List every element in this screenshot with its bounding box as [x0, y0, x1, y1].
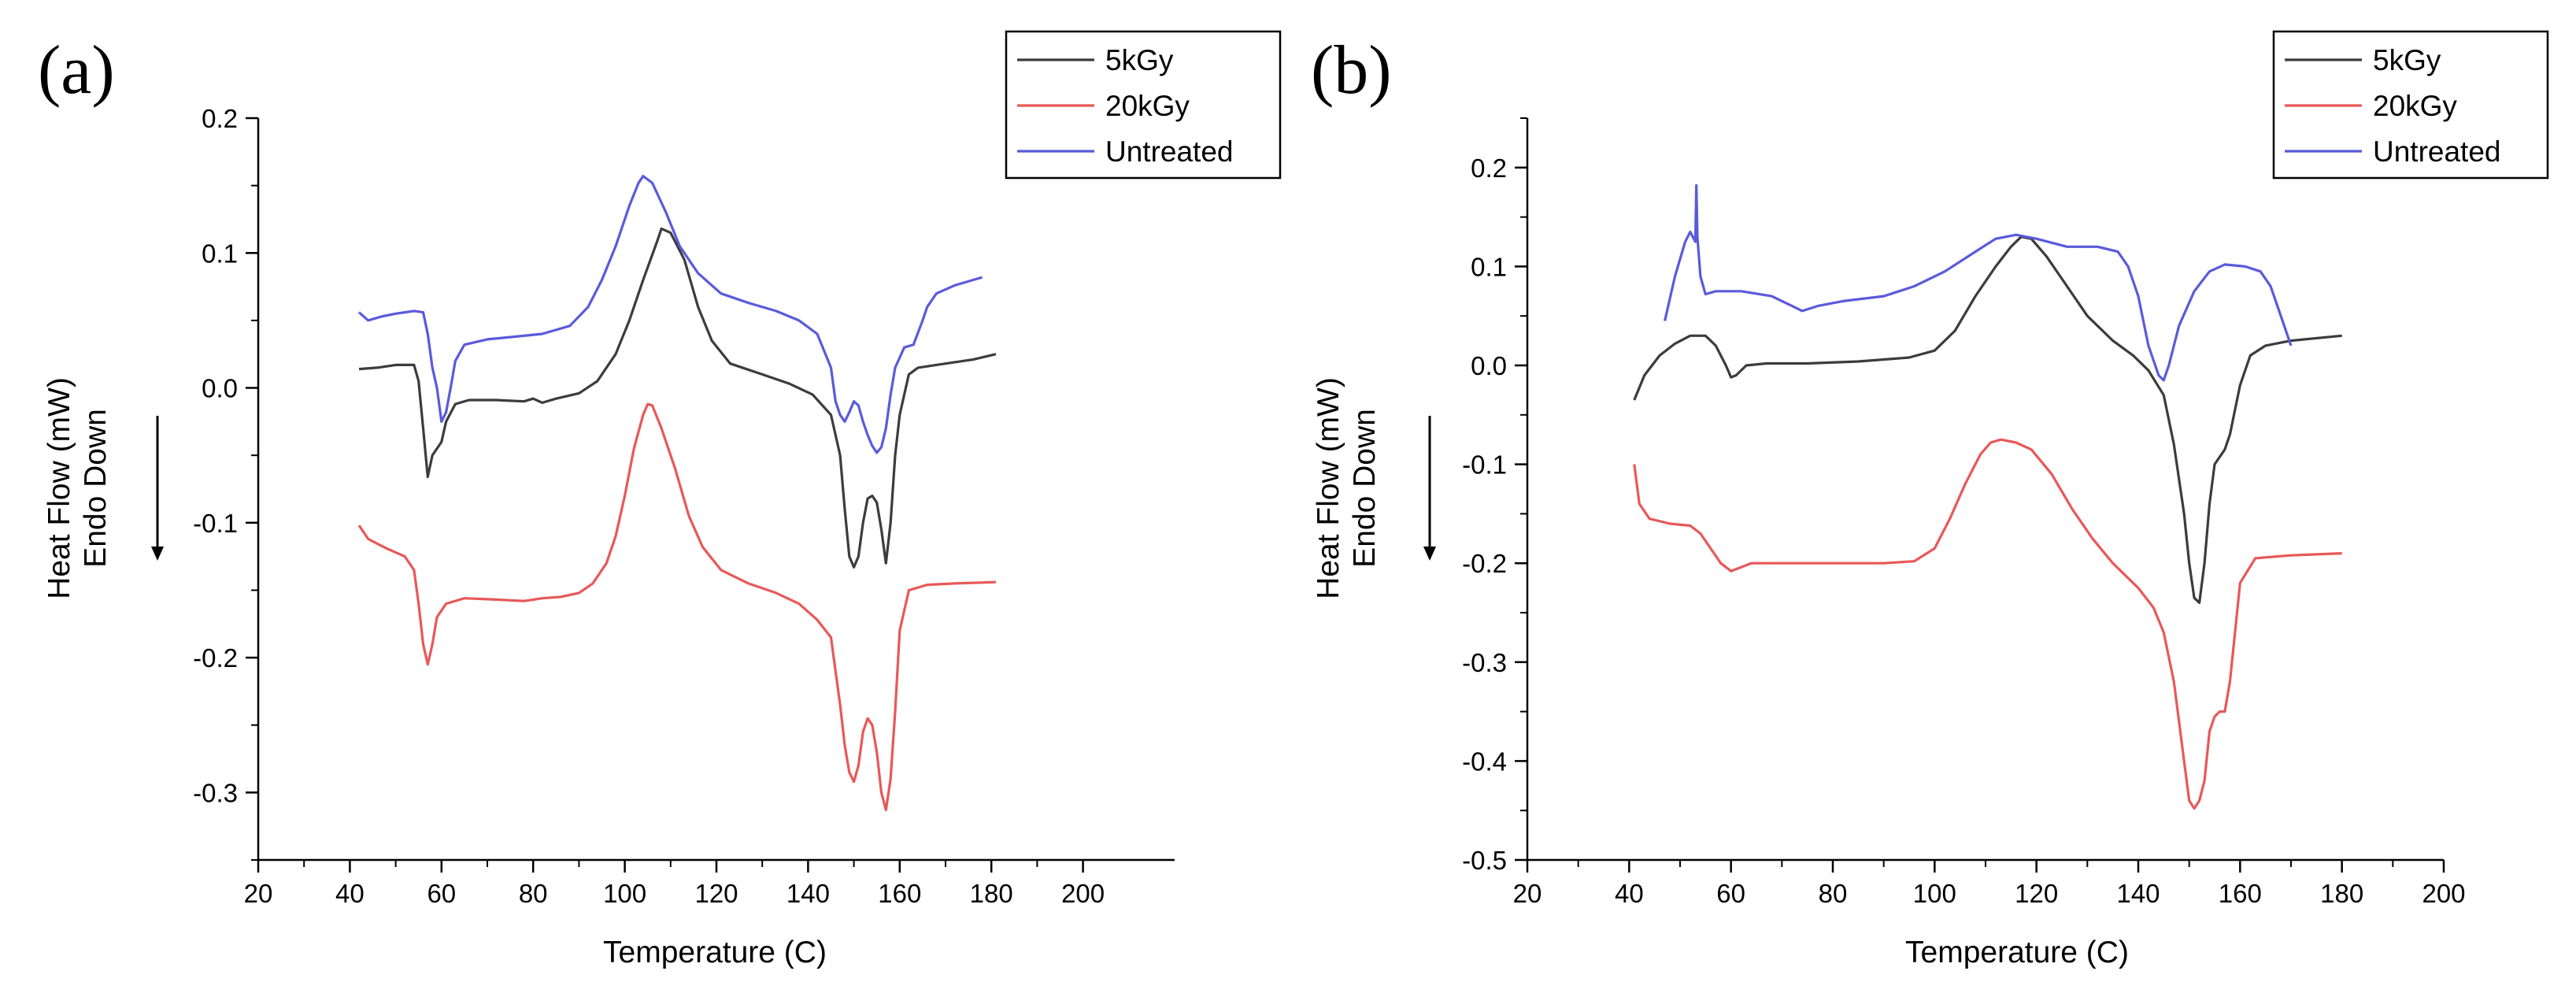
panel-a-series-line-untreated	[357, 175, 983, 454]
panel-b-legend-entry: 5kGy	[2373, 44, 2441, 76]
panel-b-endo-arrow	[1423, 416, 1436, 561]
panel-b-legend-entry: Untreated	[2373, 135, 2501, 168]
panel-a-y-tick-label: 0.1	[202, 239, 238, 268]
panel-b-plot: 20 40 60 80 100 120 140 160 180 200 -0.5 -0.4 -0.3 -0…	[1462, 30, 2549, 908]
panel-b-y-tick-label: -0.5	[1462, 846, 1507, 875]
panel-b-xlabel: Temperature (C)	[1905, 936, 2129, 969]
panel-a-x-tick-label: 80	[519, 879, 548, 908]
panel-a-x-tick-label: 120	[694, 879, 738, 908]
panel-b-x-tick-label: 80	[1819, 879, 1848, 908]
panel-a: (a) Heat Flow (mW) Endo Down 20 40 60 80 100…	[38, 30, 1282, 969]
panel-a-series-line-5kgy	[358, 227, 997, 569]
panel-a-ylabel-line1: Heat Flow (mW)	[43, 377, 76, 599]
panel-b-y-tick-label: -0.3	[1462, 648, 1507, 677]
panel-b-x-tick-label: 20	[1513, 879, 1542, 908]
panel-b-y-tick-label: -0.4	[1462, 747, 1507, 776]
panel-a-plot: 20 40 60 80 100 120 140 160 180 200 -0.3 -0.2 -0.1 0.…	[193, 30, 1282, 908]
panel-a-legend-entry: Untreated	[1105, 135, 1234, 168]
panel-b-x-tick-label: 40	[1615, 879, 1644, 908]
panel-a-x-tick-label: 180	[970, 879, 1013, 908]
panel-b: (b) Heat Flow (mW) Endo Down 20 40 60 80 100…	[1311, 30, 2549, 969]
panel-a-legend-entry: 20kGy	[1105, 90, 1190, 122]
panel-b-x-tick-label: 200	[2422, 879, 2465, 908]
panel-b-label: (b)	[1311, 32, 1392, 109]
panel-b-x-tick-label: 160	[2219, 879, 2262, 908]
panel-b-ylabel: Heat Flow (mW) Endo Down	[1312, 377, 1382, 599]
panel-a-label: (a)	[38, 32, 115, 109]
panel-a-x-tick-label: 60	[427, 879, 456, 908]
panel-b-x-tick-label: 180	[2320, 879, 2363, 908]
panel-b-x-tick-label: 60	[1716, 879, 1745, 908]
panel-a-x-tick-label: 140	[786, 879, 830, 908]
panel-a-x-tick-label: 100	[603, 879, 646, 908]
panel-a-x-tick-label: 200	[1061, 879, 1105, 908]
panel-b-x-tick-label: 120	[2015, 879, 2058, 908]
panel-b-y-tick-label: 0.2	[1471, 154, 1507, 183]
panel-b-legend: 5kGy 20kGy Untreated	[2272, 30, 2549, 180]
panel-a-y-tick-label: 0.0	[202, 374, 238, 403]
panel-a-ylabel: Heat Flow (mW) Endo Down	[43, 377, 113, 599]
panel-b-series-line-5kgy	[1633, 235, 2342, 604]
panel-b-y-tick-label: 0.1	[1471, 252, 1507, 281]
panel-b-legend-entry: 20kGy	[2373, 90, 2457, 122]
panel-b-ylabel-line2: Endo Down	[1348, 409, 1382, 568]
panel-b-ylabel-line1: Heat Flow (mW)	[1312, 377, 1345, 599]
panel-b-y-tick-label: -0.2	[1462, 549, 1507, 578]
panel-b-x-tick-label: 140	[2116, 879, 2160, 908]
panel-a-x-tick-label: 20	[244, 879, 273, 908]
panel-b-series-line-untreated	[1664, 183, 2293, 382]
panel-b-series-line-20kgy	[1633, 438, 2342, 810]
panel-a-series-line-20kgy	[357, 402, 997, 812]
panel-a-legend-box	[1005, 30, 1282, 180]
panel-a-y-tick-label: -0.2	[193, 643, 238, 673]
panel-b-y-tick-label: -0.1	[1462, 450, 1507, 480]
panel-a-x-tick-label: 40	[335, 879, 365, 908]
panel-a-y-tick-label: -0.3	[193, 778, 238, 807]
panel-b-x-tick-label: 100	[1913, 879, 1956, 908]
panel-a-xlabel: Temperature (C)	[603, 936, 827, 969]
panel-a-y-tick-label: 0.2	[202, 104, 238, 133]
panel-a-y-tick-label: -0.1	[193, 509, 238, 538]
panel-a-legend-entry: 5kGy	[1105, 44, 1174, 76]
panel-b-y-tick-label: 0.0	[1471, 351, 1507, 380]
panel-a-ylabel-line2: Endo Down	[79, 409, 113, 568]
panel-a-endo-arrow	[151, 416, 164, 561]
panel-a-legend: 5kGy 20kGy Untreated	[1005, 30, 1282, 180]
panel-a-x-tick-label: 160	[878, 879, 921, 908]
